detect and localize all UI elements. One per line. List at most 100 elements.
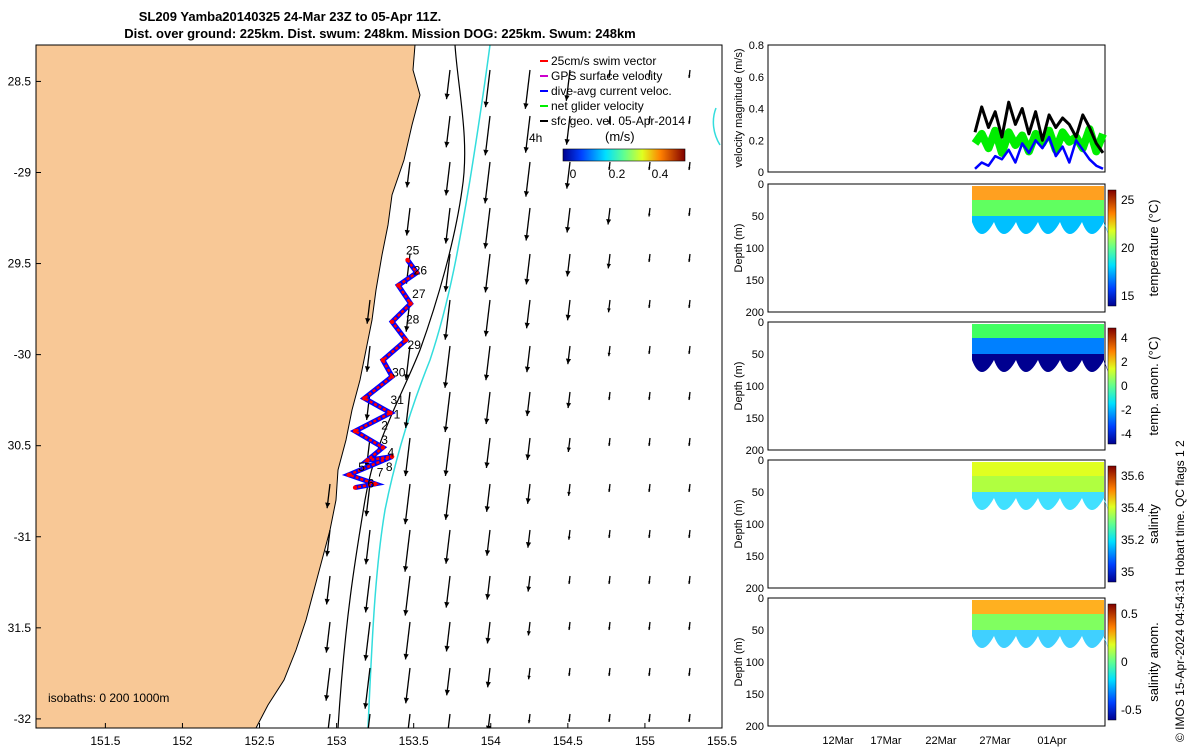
figure-title-line2: Dist. over ground: 225km. Dist. swum: 24…: [124, 26, 636, 41]
velocity-vector-head: [728, 535, 730, 538]
depth-section-surface: [972, 324, 1104, 338]
day-label: 7: [377, 466, 384, 480]
velocity-vector-head: [444, 689, 450, 696]
velocity-vector-head: [728, 75, 730, 78]
velocity-vector-head: [568, 581, 571, 584]
depth-ylabel: Depth (m): [733, 362, 745, 411]
velocity-vector-head: [363, 702, 369, 709]
velocity-vector-head: [608, 673, 611, 676]
velocity-vector-head: [688, 489, 691, 492]
velocity-vector: [364, 575, 371, 613]
track-swim-line: [345, 259, 419, 489]
velocity-vector-head: [688, 167, 691, 170]
velocity-vector-head: [608, 627, 611, 630]
velocity-vector-head: [568, 627, 571, 630]
velocity-vector-head: [688, 627, 691, 630]
velocity-vector-head: [648, 627, 651, 630]
depth-colorbar-tick: 0: [1121, 655, 1128, 669]
track-point: [403, 337, 409, 343]
velocity-vector-head: [728, 305, 730, 308]
depth-tick: 50: [752, 487, 764, 499]
velocity-vector-head: [444, 601, 450, 608]
velocity-vector-head: [688, 305, 691, 308]
velocity-vector-head: [483, 330, 489, 337]
depth-ylabel: Depth (m): [733, 224, 745, 273]
panel-x-tick: 22Mar: [925, 735, 957, 747]
velocity-vector-head: [444, 93, 450, 100]
depth-colorbar: [1107, 603, 1117, 721]
panel-x-tick: 01Apr: [1037, 735, 1067, 747]
velocity-vector: [404, 529, 411, 572]
velocity-vector-head: [325, 502, 331, 509]
velocity-vector-head: [525, 454, 531, 460]
track-point: [389, 374, 395, 379]
figure-title-line1: SL209 Yamba20140325 24-Mar 23Z to 05-Apr…: [139, 9, 442, 24]
velocity-vector-head: [608, 75, 611, 78]
velocity-vector-head: [445, 734, 450, 740]
depth-colorbar-label: temp. anom. (°C): [1146, 336, 1161, 435]
velocity-frame: [767, 44, 1106, 173]
velocity-vector-head: [324, 694, 330, 701]
depth-colorbar-label: salinity anom.: [1146, 622, 1161, 701]
velocity-vector-head: [565, 226, 571, 233]
velocity-vector-head: [564, 139, 570, 145]
velocity-vector-head: [443, 334, 449, 340]
velocity-vector-head: [648, 75, 651, 78]
track-point: [389, 319, 395, 325]
velocity-vector-head: [405, 181, 411, 188]
velocity-vector: [404, 575, 411, 616]
velocity-vector-head: [524, 322, 530, 329]
depth-tick: 100: [746, 657, 764, 669]
velocity-y-tick: 0.2: [749, 135, 764, 147]
velocity-vector-head: [688, 581, 691, 584]
depth-section-surface: [972, 600, 1104, 614]
velocity-vector-head: [688, 535, 691, 538]
day-label: 30: [392, 365, 406, 379]
velocity-vector-head: [728, 719, 730, 722]
velocity-vector-head: [363, 606, 369, 613]
depth-colorbar-tick: -4: [1121, 427, 1132, 441]
velocity-vector-head: [484, 462, 490, 468]
depth-colorbar-tick: 20: [1121, 241, 1135, 255]
velocity-vector-head: [566, 402, 572, 409]
velocity-vector-head: [564, 182, 571, 189]
day-label: 26: [414, 263, 428, 277]
speed-colorbar: [562, 148, 686, 162]
map-y-tick-label: 31.5: [8, 621, 32, 635]
depth-ylabel: Depth (m): [733, 500, 745, 549]
depth-colorbar-tick: -2: [1121, 403, 1132, 417]
velocity-vector: [525, 161, 531, 197]
depth-tick: 0: [758, 179, 764, 191]
depth-panel: 0 50 100 150 200 Depth (m) 4 2 0 -2 -4 temp. anom. …: [733, 317, 1161, 457]
track-point: [389, 454, 395, 459]
velocity-y-tick: 0.4: [749, 104, 764, 116]
track-point: [388, 410, 393, 416]
track-point: [405, 257, 410, 263]
velocity-vector-head: [403, 470, 409, 477]
track-point: [380, 445, 386, 450]
velocity-vector: [484, 115, 491, 156]
velocity-vector-head: [403, 697, 409, 704]
day-label: 8: [386, 460, 393, 474]
depth-tick: 50: [752, 349, 764, 361]
velocity-vector-head: [566, 447, 571, 452]
velocity-vector-head: [404, 229, 410, 236]
velocity-vector: [364, 621, 371, 661]
velocity-vector: [407, 713, 411, 728]
velocity-vector-head: [485, 593, 491, 600]
velocity-vector-head: [525, 542, 532, 548]
day-label: 31: [391, 393, 405, 407]
velocity-vector-head: [443, 237, 449, 244]
velocity-vector-head: [523, 190, 530, 197]
panel-x-ticks: 12Mar 17Mar 22Mar 27Mar 01Apr: [822, 735, 1067, 747]
velocity-vector: [729, 162, 730, 170]
velocity-vector-head: [606, 263, 611, 269]
velocity-y-ticks: 0 0.2 0.4 0.6 0.8: [749, 40, 764, 179]
depth-tick: 200: [746, 583, 764, 595]
map-frame: [35, 44, 723, 729]
depth-section-surface: [972, 462, 1104, 476]
depth-panel: 0 50 100 150 200 Depth (m) 35.6 35.4 35.2 35 salin…: [733, 455, 1161, 595]
velocity-vector-head: [444, 558, 450, 564]
depth-section-surface: [972, 186, 1104, 200]
